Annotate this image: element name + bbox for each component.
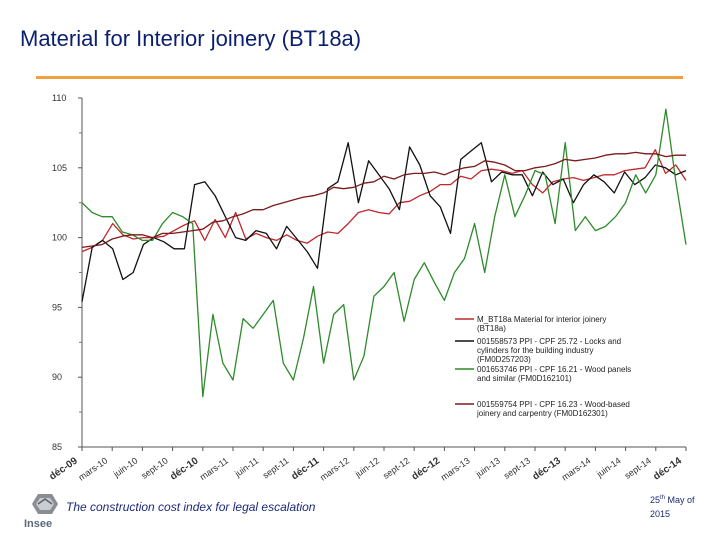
y-tick-label: 90 bbox=[52, 372, 62, 382]
x-tick-label: mars-13 bbox=[439, 455, 472, 482]
x-tick-label: sept-11 bbox=[261, 455, 291, 480]
chart-legend: M_BT18a Material for interior joinery (BT… bbox=[452, 310, 686, 440]
y-tick-label: 95 bbox=[52, 302, 62, 312]
x-tick-label: juin-11 bbox=[232, 455, 260, 479]
legend-label-4: 001559754 PPI - CPF 16.23 - Wood-based jo… bbox=[476, 400, 630, 418]
series-line-2 bbox=[81, 142, 687, 302]
x-tick-label: juin-10 bbox=[111, 455, 140, 479]
x-tick-label: sept-10 bbox=[139, 455, 169, 480]
y-tick-label: 85 bbox=[52, 442, 62, 452]
date-rest: May of 2015 bbox=[650, 495, 695, 519]
x-tick-label: juin-12 bbox=[352, 455, 381, 479]
y-tick-label: 105 bbox=[52, 163, 67, 173]
chart-series bbox=[81, 108, 687, 398]
x-tick-label: déc-11 bbox=[290, 455, 322, 482]
logo-label: Insee bbox=[24, 518, 53, 530]
x-tick-label: mars-14 bbox=[560, 455, 593, 482]
x-tick-label: sept-14 bbox=[623, 455, 653, 480]
date-suffix: th bbox=[660, 495, 666, 501]
series-line-3 bbox=[81, 108, 687, 398]
x-tick-label: juin-14 bbox=[594, 455, 623, 479]
x-tick-label: sept-12 bbox=[381, 455, 411, 480]
date-day: 25 bbox=[650, 495, 661, 505]
chart-axes: 85 90 95 100 105 110 bbox=[52, 93, 687, 452]
legend-label-3: 001653746 PPI - CPF 16.21 - Wood panels a… bbox=[477, 365, 631, 383]
x-tick-label: mars-11 bbox=[198, 455, 230, 482]
page-title: Material for Interior joinery (BT18a) bbox=[20, 26, 362, 51]
y-tick-label: 100 bbox=[52, 233, 67, 243]
insee-logo: Insee bbox=[24, 490, 64, 536]
series-line-4 bbox=[81, 151, 686, 249]
title-divider bbox=[36, 76, 683, 79]
legend-box bbox=[452, 310, 686, 440]
x-tick-label: mars-10 bbox=[77, 455, 110, 482]
footer-date: 25th May of 2015 bbox=[650, 491, 716, 521]
x-tick-label: déc-12 bbox=[410, 455, 443, 482]
x-tick-label: mars-12 bbox=[318, 455, 351, 482]
legend-label-2: 001558573 PPI - CPF 25.72 - Locks and cyl… bbox=[477, 337, 621, 364]
x-tick-label: déc-10 bbox=[168, 455, 201, 482]
series-line-1 bbox=[81, 149, 687, 253]
x-tick-label: déc-14 bbox=[651, 455, 684, 482]
x-tick-label: juin-13 bbox=[473, 455, 502, 479]
y-tick-label: 110 bbox=[52, 93, 66, 103]
x-tick-label: déc-09 bbox=[47, 455, 80, 482]
x-tick-label: déc-13 bbox=[531, 455, 564, 482]
legend-label-1: M_BT18a Material for interior joinery (BT… bbox=[477, 315, 606, 333]
insee-logo-mark-icon bbox=[32, 494, 58, 514]
x-tick-label: sept-13 bbox=[502, 455, 532, 480]
footer-caption: The construction cost index for legal es… bbox=[66, 500, 316, 514]
